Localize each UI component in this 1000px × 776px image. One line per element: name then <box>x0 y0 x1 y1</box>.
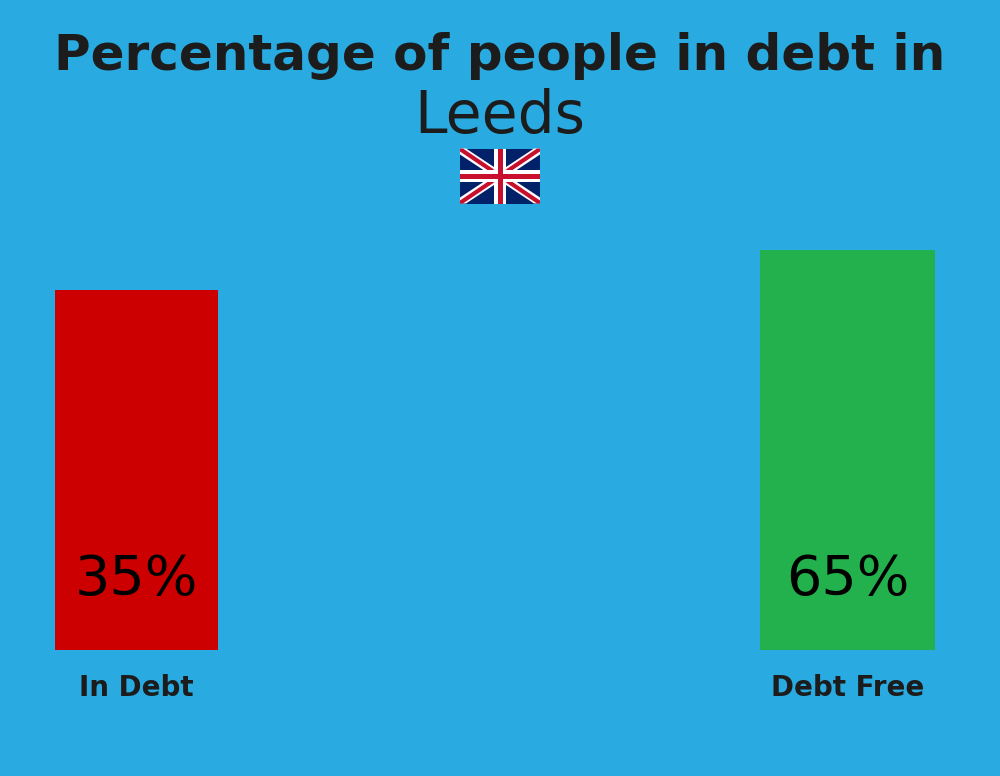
Text: Debt Free: Debt Free <box>771 674 924 702</box>
Polygon shape <box>460 148 540 203</box>
Bar <box>460 148 540 203</box>
Text: In Debt: In Debt <box>79 674 194 702</box>
Text: 35%: 35% <box>75 553 198 607</box>
Bar <box>460 170 540 182</box>
Text: Leeds: Leeds <box>415 88 586 144</box>
Text: 65%: 65% <box>786 553 909 607</box>
Bar <box>498 148 503 203</box>
Text: Percentage of people in debt in: Percentage of people in debt in <box>54 32 946 80</box>
Polygon shape <box>460 148 540 203</box>
Polygon shape <box>460 148 540 203</box>
Bar <box>760 250 935 650</box>
Bar <box>460 174 540 178</box>
Bar <box>55 290 218 650</box>
Polygon shape <box>460 148 540 203</box>
Bar <box>494 148 506 203</box>
